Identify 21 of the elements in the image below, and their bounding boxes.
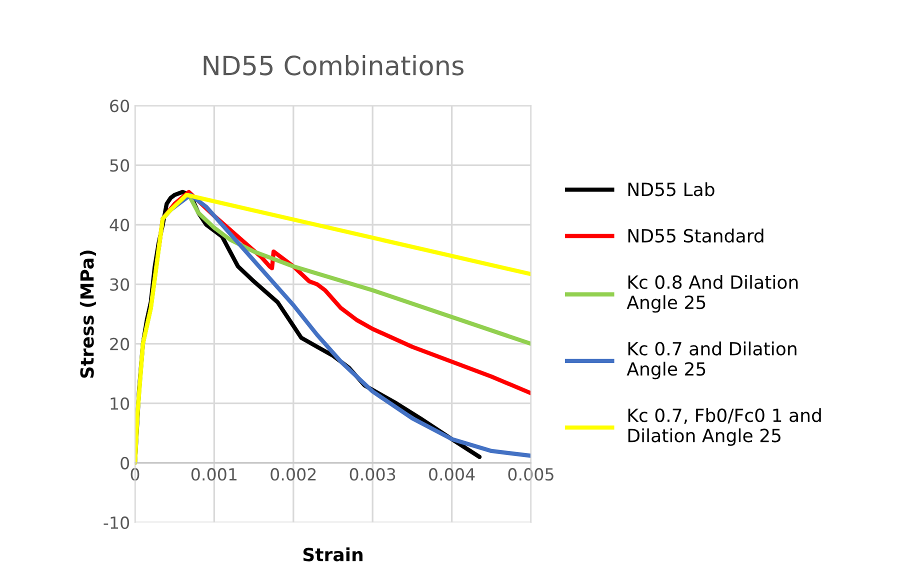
y-tick-label: 50 [110,159,130,172]
x-tick-label: 0.002 [270,468,316,481]
legend-label: Kc 0.7, Fb0/Fc0 1 and Dilation Angle 25 [628,408,821,446]
x-axis-title: Strain [303,547,362,562]
x-tick-label: 0.003 [350,468,396,481]
legend-label: Kc 0.8 And Dilation Angle 25 [626,274,798,313]
legend-label: ND55 Standard [628,228,764,243]
x-tick-label: 0.005 [508,468,554,481]
y-tick-label: 30 [110,278,130,291]
y-tick-label: 40 [110,218,130,232]
x-tick-label: 0.004 [429,468,475,481]
y-tick-label: 10 [110,397,130,410]
y-tick-label: 20 [110,338,130,350]
chart-title: ND55 Combinations [204,55,464,76]
y-tick-label: 0 [120,456,130,470]
legend-label: ND55 Lab [628,182,714,196]
y-tick-label: -10 [104,516,130,529]
x-tick-label: 0.001 [191,468,237,481]
legend-label: Kc 0.7 and Dilation Angle 25 [626,342,796,380]
y-axis-title: Stress (MPa) [80,250,96,378]
y-tick-label: 60 [110,100,130,112]
